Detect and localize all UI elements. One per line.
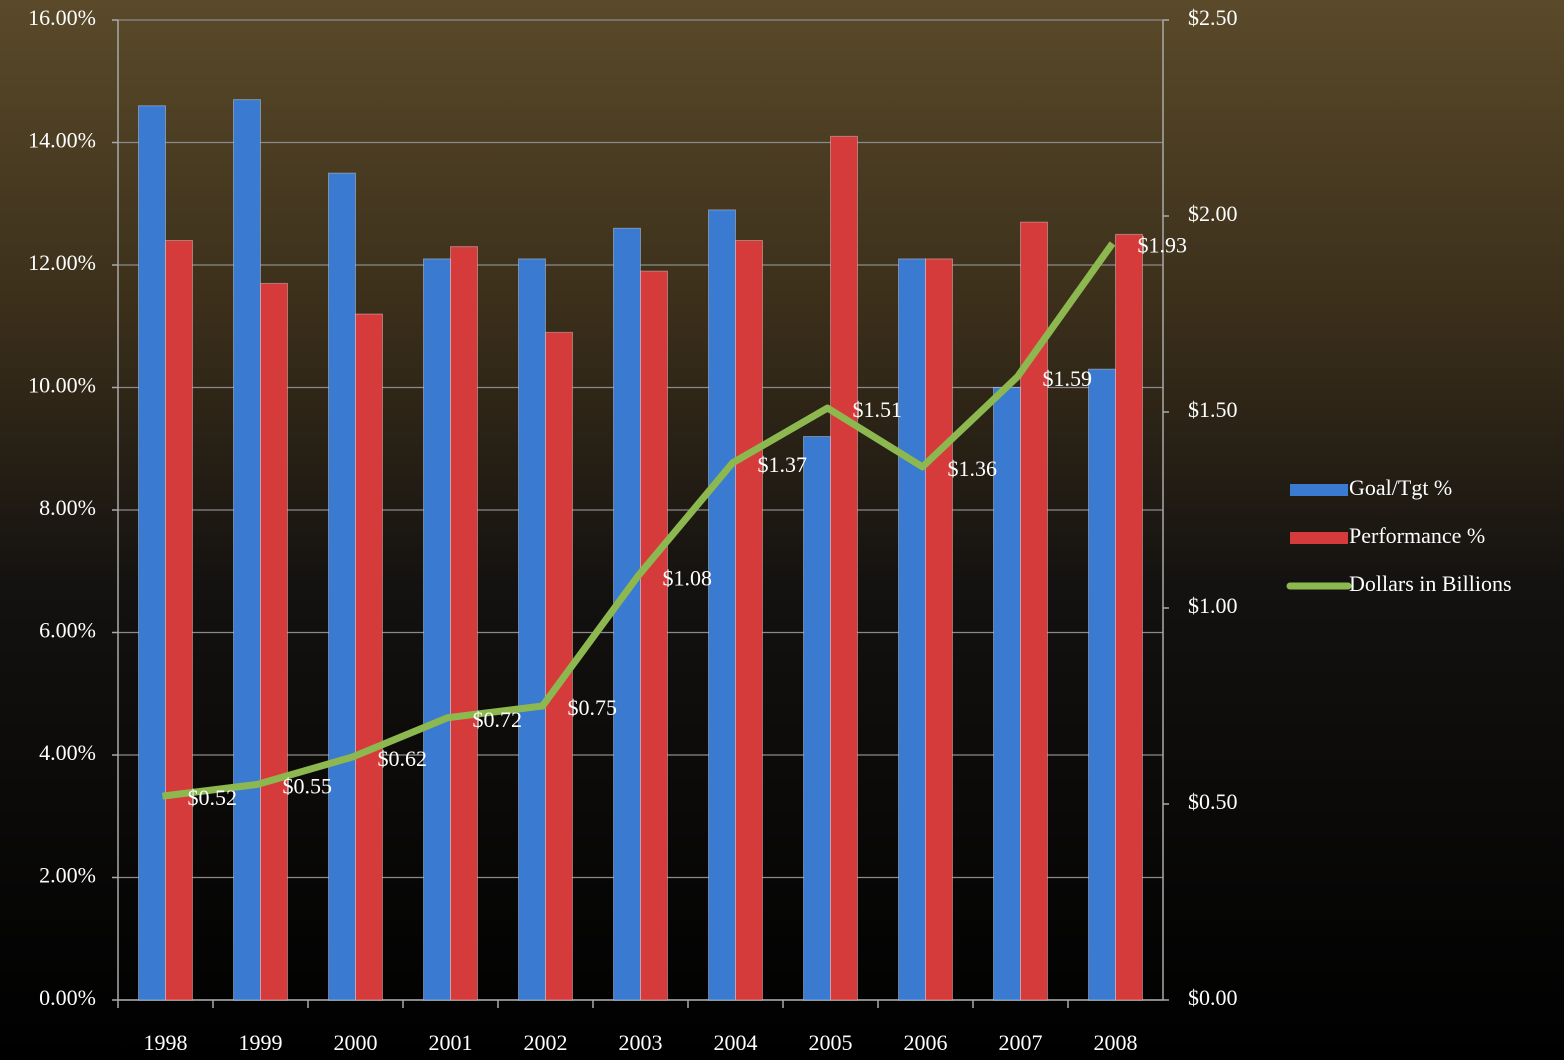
x-tick-label: 2001	[429, 1030, 473, 1055]
data-label: $1.59	[1043, 366, 1093, 391]
data-label: $1.37	[758, 452, 808, 477]
bar	[614, 228, 641, 1000]
bar	[424, 259, 451, 1000]
y-tick-label: 4.00%	[39, 740, 96, 765]
y2-tick-label: $0.00	[1188, 985, 1238, 1010]
y2-tick-label: $0.50	[1188, 789, 1238, 814]
x-tick-label: 2006	[904, 1030, 948, 1055]
x-tick-label: 2002	[524, 1030, 568, 1055]
legend-label: Dollars in Billions	[1349, 571, 1512, 596]
x-tick-label: 1998	[144, 1030, 188, 1055]
bar	[804, 437, 831, 1001]
bar	[356, 314, 383, 1000]
bar	[329, 173, 356, 1000]
y-tick-label: 14.00%	[28, 128, 96, 153]
bar	[166, 241, 193, 1001]
data-label: $1.93	[1138, 232, 1188, 257]
legend-label: Performance %	[1349, 523, 1485, 548]
y2-tick-label: $2.00	[1188, 201, 1238, 226]
x-tick-label: 2000	[334, 1030, 378, 1055]
y-tick-label: 8.00%	[39, 495, 96, 520]
legend-swatch	[1290, 484, 1348, 496]
y-tick-label: 2.00%	[39, 863, 96, 888]
data-label: $0.72	[473, 707, 523, 732]
bar	[519, 259, 546, 1000]
bar	[994, 388, 1021, 1001]
x-tick-label: 1999	[239, 1030, 283, 1055]
bar	[1089, 369, 1116, 1000]
data-label: $0.75	[568, 695, 618, 720]
bar	[1116, 234, 1143, 1000]
bar	[641, 271, 668, 1000]
data-label: $1.51	[853, 397, 903, 422]
chart: 0.00% 2.00% 4.00% 6.00% 8.00% 10.00% 12.00% 14.…	[0, 0, 1564, 1060]
legend-label: Goal/Tgt %	[1349, 475, 1452, 500]
data-label: $0.55	[283, 773, 333, 798]
bar	[139, 106, 166, 1000]
y2-tick-label: $1.00	[1188, 593, 1238, 618]
data-label: $0.62	[378, 746, 428, 771]
x-tick-label: 2008	[1094, 1030, 1138, 1055]
bar	[736, 241, 763, 1001]
bar	[234, 100, 261, 1000]
data-label: $1.08	[663, 566, 713, 591]
bar	[261, 283, 288, 1000]
y-tick-label: 12.00%	[28, 250, 96, 275]
x-tick-label: 2007	[999, 1030, 1043, 1055]
y-tick-label: 10.00%	[28, 373, 96, 398]
x-tick-label: 2005	[809, 1030, 853, 1055]
data-label: $1.36	[948, 456, 998, 481]
y2-tick-label: $2.50	[1188, 5, 1238, 30]
y-tick-label: 16.00%	[28, 5, 96, 30]
data-label: $0.52	[188, 785, 238, 810]
y-tick-label: 0.00%	[39, 985, 96, 1010]
bar	[831, 136, 858, 1000]
bar	[709, 210, 736, 1000]
bar	[899, 259, 926, 1000]
y2-tick-label: $1.50	[1188, 397, 1238, 422]
bar	[926, 259, 953, 1000]
y-tick-label: 6.00%	[39, 618, 96, 643]
x-tick-label: 2004	[714, 1030, 758, 1055]
legend-swatch	[1290, 532, 1348, 544]
x-tick-label: 2003	[619, 1030, 663, 1055]
bar	[451, 247, 478, 1000]
